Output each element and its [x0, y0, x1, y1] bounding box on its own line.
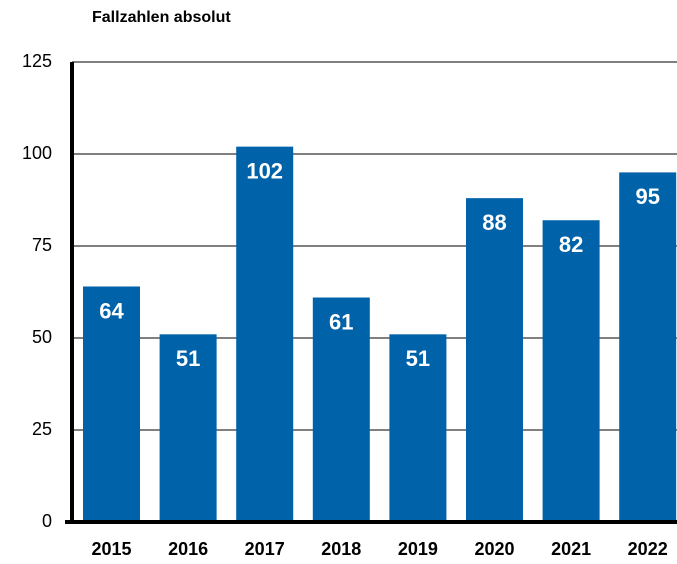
data-label: 61 [329, 309, 353, 334]
bar [236, 146, 294, 522]
y-tick-label: 25 [32, 419, 52, 439]
x-tick-label: 2021 [551, 539, 591, 559]
y-tick-label: 100 [22, 143, 52, 163]
y-tick-label: 75 [32, 235, 52, 255]
bar [466, 198, 523, 522]
y-tick-label: 50 [32, 327, 52, 347]
x-tick-label: 2019 [398, 539, 438, 559]
bar [389, 334, 447, 522]
chart-title: Fallzahlen absolut [92, 9, 231, 26]
data-label: 51 [176, 346, 200, 371]
bar [542, 220, 600, 523]
data-label: 64 [99, 298, 124, 323]
bar [619, 172, 677, 522]
y-tick-label: 125 [22, 51, 52, 71]
data-label: 88 [482, 210, 506, 235]
x-tick-label: 2015 [91, 539, 131, 559]
x-tick-label: 2018 [321, 539, 361, 559]
x-tick-label: 2020 [474, 539, 514, 559]
y-tick-label: 0 [42, 511, 52, 531]
data-label: 102 [246, 158, 283, 183]
x-tick-label: 2016 [168, 539, 208, 559]
x-tick-label: 2017 [245, 539, 285, 559]
bar [83, 286, 140, 522]
bar [312, 297, 370, 522]
x-tick-label: 2022 [628, 539, 668, 559]
data-label: 82 [559, 232, 583, 257]
data-label: 95 [635, 184, 659, 209]
bar [159, 334, 217, 522]
data-label: 51 [406, 346, 430, 371]
